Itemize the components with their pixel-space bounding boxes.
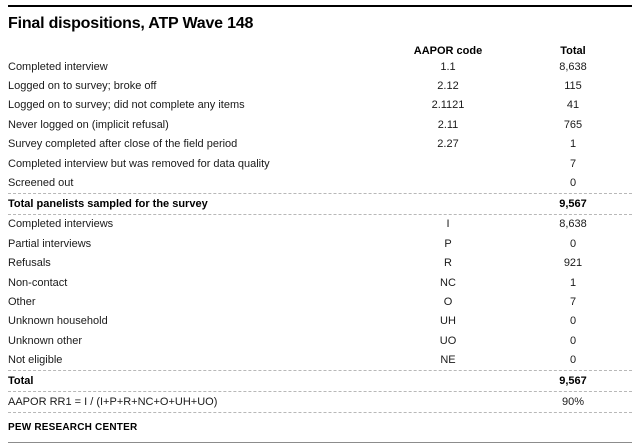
row-total: 0 — [569, 237, 577, 250]
row-aapor-code: UO — [439, 334, 457, 347]
row-total: 8,638 — [559, 218, 587, 231]
row-total: 7 — [569, 295, 577, 308]
column-header-total: Total — [560, 45, 586, 57]
row-label: AAPOR RR1 = I / (I+P+R+NC+O+UH+UO) — [8, 396, 218, 409]
row-aapor-code: 2.1121 — [431, 99, 465, 112]
row-aapor-code: 2.12 — [437, 80, 459, 93]
row-label: Refusals — [8, 257, 51, 270]
table-row: Other O 7 — [8, 292, 632, 311]
table-header-row: AAPOR code Total — [8, 39, 632, 57]
bottom-rule — [8, 442, 632, 444]
table-row: Refusals R 921 — [8, 254, 632, 273]
row-label: Logged on to survey; did not complete an… — [8, 99, 245, 112]
row-total: 8,638 — [559, 60, 587, 73]
row-aapor-code: R — [444, 257, 452, 270]
row-label: Other — [8, 295, 36, 308]
table-row: Logged on to survey; did not complete an… — [8, 96, 632, 115]
row-total: 765 — [563, 118, 583, 131]
row-total: 7 — [569, 157, 577, 170]
row-label: Unknown household — [8, 315, 108, 328]
source-attribution: PEW RESEARCH CENTER — [8, 422, 138, 434]
row-total: 921 — [563, 257, 583, 270]
row-total: 9,567 — [559, 197, 587, 210]
row-total: 0 — [569, 315, 577, 328]
top-rule — [8, 5, 632, 7]
row-label: Completed interview but was removed for … — [8, 157, 270, 170]
row-label: Survey completed after close of the fiel… — [8, 138, 238, 151]
section-divider-rule — [8, 412, 632, 414]
row-label: Total — [8, 374, 34, 387]
row-label: Never logged on (implicit refusal) — [8, 118, 169, 131]
total-panelists-row: Total panelists sampled for the survey 9… — [8, 194, 632, 214]
row-aapor-code: 1.1 — [440, 60, 456, 73]
row-aapor-code: 2.11 — [437, 118, 459, 131]
section-divider-rule — [8, 369, 632, 371]
column-header-aapor-code: AAPOR code — [413, 45, 483, 57]
row-total: 1 — [569, 138, 577, 151]
row-aapor-code: P — [444, 237, 452, 250]
row-aapor-code: NC — [440, 276, 456, 289]
section-divider-rule — [8, 390, 632, 392]
row-label: Total panelists sampled for the survey — [8, 197, 208, 210]
page-title: Final dispositions, ATP Wave 148 — [8, 15, 254, 32]
row-label: Completed interviews — [8, 218, 114, 231]
row-aapor-code: O — [443, 295, 453, 308]
response-rate-row: AAPOR RR1 = I / (I+P+R+NC+O+UH+UO) 90% — [8, 392, 632, 413]
row-total: 115 — [564, 80, 582, 93]
row-label: Partial interviews — [8, 237, 92, 250]
table-row: Unknown household UH 0 — [8, 312, 632, 331]
table-row: Not eligible NE 0 — [8, 350, 632, 369]
row-aapor-code: I — [446, 218, 450, 231]
table-row: Partial interviews P 0 — [8, 234, 632, 253]
table-row: Completed interviews I 8,638 — [8, 215, 632, 234]
row-aapor-code: 2.27 — [437, 138, 459, 151]
section-divider-rule — [8, 213, 632, 215]
table-row: Screened out 0 — [8, 173, 632, 192]
row-label: Completed interview — [8, 60, 108, 73]
row-total: 0 — [569, 354, 577, 367]
row-total: 41 — [566, 99, 580, 112]
row-aapor-code: NE — [440, 354, 456, 367]
row-aapor-code: UH — [440, 315, 456, 328]
section-aapor-categories: Completed interviews I 8,638 Partial int… — [8, 215, 632, 370]
row-total: 0 — [569, 177, 577, 190]
table-row: Non-contact NC 1 — [8, 273, 632, 292]
table-row: Completed interview 1.1 8,638 — [8, 57, 632, 76]
section-dispositions: Completed interview 1.1 8,638 Logged on … — [8, 57, 632, 193]
row-total: 90% — [561, 396, 585, 409]
table-row: Survey completed after close of the fiel… — [8, 135, 632, 154]
section-divider-rule — [8, 192, 632, 194]
table-row: Logged on to survey; broke off 2.12 115 — [8, 76, 632, 95]
row-label: Logged on to survey; broke off — [8, 80, 157, 93]
row-total: 9,567 — [559, 374, 587, 387]
table-row: Unknown other UO 0 — [8, 331, 632, 350]
row-label: Unknown other — [8, 334, 82, 347]
row-label: Screened out — [8, 177, 74, 190]
row-total: 1 — [569, 276, 577, 289]
row-label: Not eligible — [8, 354, 63, 367]
table-row: Never logged on (implicit refusal) 2.11 … — [8, 115, 632, 134]
grand-total-row: Total 9,567 — [8, 371, 632, 391]
table-row: Completed interview but was removed for … — [8, 154, 632, 173]
row-label: Non-contact — [8, 276, 68, 289]
row-total: 0 — [569, 334, 577, 347]
